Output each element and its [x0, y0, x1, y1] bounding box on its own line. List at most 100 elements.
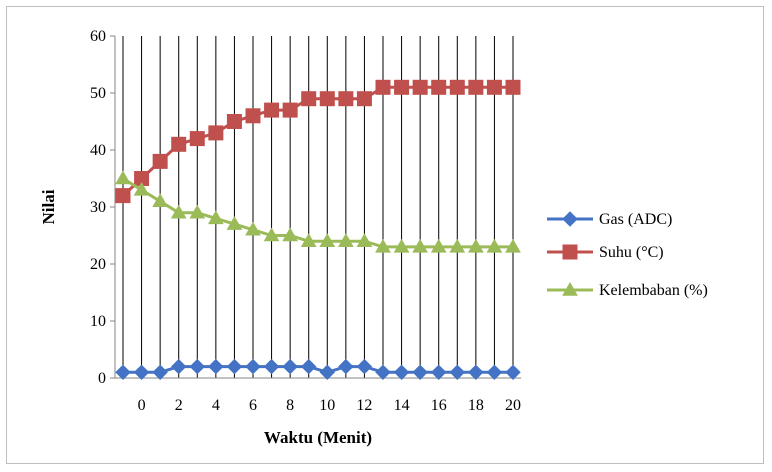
- data-point-s0-13: [356, 358, 373, 375]
- data-point-s0-11: [319, 364, 335, 381]
- data-point-s1-18: [449, 79, 465, 95]
- data-point-s1-10: [301, 91, 317, 107]
- data-point-s2-14: [375, 238, 391, 253]
- x-tick-label-4: 4: [212, 397, 220, 414]
- legend: Gas (ADC) Suhu (°C) Kelembaban (%): [547, 211, 708, 299]
- data-point-s0-17: [431, 364, 447, 381]
- series-line-1: [121, 85, 513, 197]
- data-point-s2-19: [467, 238, 484, 253]
- data-point-s0-4: [189, 358, 205, 375]
- legend-marker-0: [562, 211, 578, 227]
- data-point-s0-2: [152, 364, 168, 381]
- data-point-s1-17: [431, 79, 447, 95]
- y-axis-title: Nilai: [39, 189, 58, 224]
- x-tick-label-6: 6: [249, 397, 257, 414]
- legend-label-2: Kelembaban (%): [599, 282, 708, 299]
- series-line-2: [122, 177, 513, 249]
- data-point-s2-13: [356, 233, 373, 247]
- data-point-s0-18: [449, 364, 465, 381]
- data-point-s2-20: [486, 238, 503, 253]
- data-point-s2-0: [115, 170, 131, 185]
- data-point-s1-19: [468, 79, 484, 95]
- data-point-s2-2: [152, 193, 169, 208]
- x-tick-label-2: 2: [175, 397, 183, 414]
- data-point-s1-16: [412, 79, 428, 95]
- data-point-s2-6: [226, 216, 243, 230]
- data-point-s0-21: [505, 364, 521, 381]
- legend-marker-2: [562, 281, 578, 296]
- legend-item-1: Suhu (°C): [547, 244, 664, 261]
- y-tick-label-50: 50: [90, 85, 106, 102]
- data-point-s2-12: [337, 233, 354, 247]
- data-point-s1-12: [338, 91, 354, 107]
- data-point-s2-10: [300, 233, 317, 247]
- data-point-s0-0: [115, 364, 131, 381]
- data-point-s0-14: [375, 364, 391, 381]
- data-point-s1-6: [226, 114, 242, 129]
- data-point-s1-2: [152, 153, 168, 169]
- series-1: [115, 79, 521, 204]
- legend-marker-1: [562, 244, 578, 260]
- data-point-s0-10: [301, 358, 317, 375]
- x-tick-label-10: 10: [319, 397, 335, 414]
- x-tick-label-16: 16: [431, 397, 447, 414]
- data-point-s2-1: [133, 181, 150, 196]
- data-point-s2-4: [189, 204, 206, 219]
- data-point-s1-13: [356, 91, 372, 107]
- series-group: [115, 79, 521, 381]
- data-point-s1-9: [282, 102, 298, 118]
- data-point-s0-9: [282, 358, 298, 375]
- x-tick-label-8: 8: [286, 397, 294, 414]
- data-point-s2-5: [207, 210, 224, 225]
- data-point-s1-4: [189, 131, 205, 147]
- data-point-s0-19: [468, 364, 484, 381]
- data-point-s0-12: [338, 358, 354, 375]
- series-0: [115, 358, 521, 381]
- x-tick-label-0: 0: [138, 397, 146, 414]
- data-point-s1-0: [115, 188, 131, 204]
- x-axis-title: Waktu (Menit): [264, 428, 372, 447]
- data-point-s1-8: [264, 102, 280, 118]
- data-point-s2-17: [430, 238, 447, 253]
- y-tick-label-20: 20: [90, 256, 106, 273]
- legend-item-0: Gas (ADC): [547, 211, 672, 228]
- data-point-s2-9: [282, 227, 299, 242]
- series-line-0: [123, 365, 513, 374]
- data-point-s2-3: [170, 204, 187, 219]
- data-point-s1-20: [486, 79, 502, 95]
- y-tick-label-10: 10: [90, 313, 106, 330]
- x-tick-label-12: 12: [356, 397, 372, 414]
- data-point-s1-14: [375, 79, 391, 95]
- x-tick-label-18: 18: [468, 397, 484, 414]
- x-tick-label-20: 20: [505, 397, 521, 414]
- legend-item-2: Kelembaban (%): [547, 281, 708, 299]
- data-point-s2-21: [505, 238, 521, 253]
- data-point-s0-16: [412, 364, 428, 381]
- data-point-s2-18: [449, 238, 466, 253]
- data-point-s1-11: [319, 91, 335, 107]
- y-tick-label-30: 30: [90, 199, 106, 216]
- y-tick-label-0: 0: [98, 370, 106, 387]
- data-point-s1-5: [208, 125, 224, 141]
- y-tick-label-40: 40: [90, 142, 106, 159]
- chart-frame: 0 10 20 30 40 50 60 0 2 4 6 8 10 12 14 16 18 20 Waktu (Me…: [6, 6, 764, 464]
- data-point-s0-6: [226, 358, 243, 375]
- y-tick-label-60: 60: [90, 28, 106, 45]
- series-2: [115, 170, 521, 253]
- data-point-s0-3: [171, 358, 187, 375]
- data-point-s1-7: [245, 108, 261, 124]
- x-tick-label-14: 14: [394, 397, 410, 414]
- data-point-s0-1: [133, 364, 150, 381]
- legend-label-0: Gas (ADC): [599, 211, 672, 228]
- data-point-s2-8: [263, 227, 280, 242]
- axes: [110, 35, 521, 379]
- tick-labels: 0 10 20 30 40 50 60 0 2 4 6 8 10 12 14 16 18 20: [90, 28, 521, 414]
- legend-label-1: Suhu (°C): [599, 244, 664, 261]
- data-point-s0-15: [393, 364, 410, 381]
- data-point-s2-16: [412, 238, 429, 253]
- data-point-s2-15: [393, 238, 410, 253]
- data-point-s0-8: [263, 358, 280, 375]
- data-point-s2-11: [319, 233, 336, 247]
- data-point-s1-3: [171, 136, 187, 152]
- line-chart: 0 10 20 30 40 50 60 0 2 4 6 8 10 12 14 16 18 20 Waktu (Me…: [39, 28, 708, 447]
